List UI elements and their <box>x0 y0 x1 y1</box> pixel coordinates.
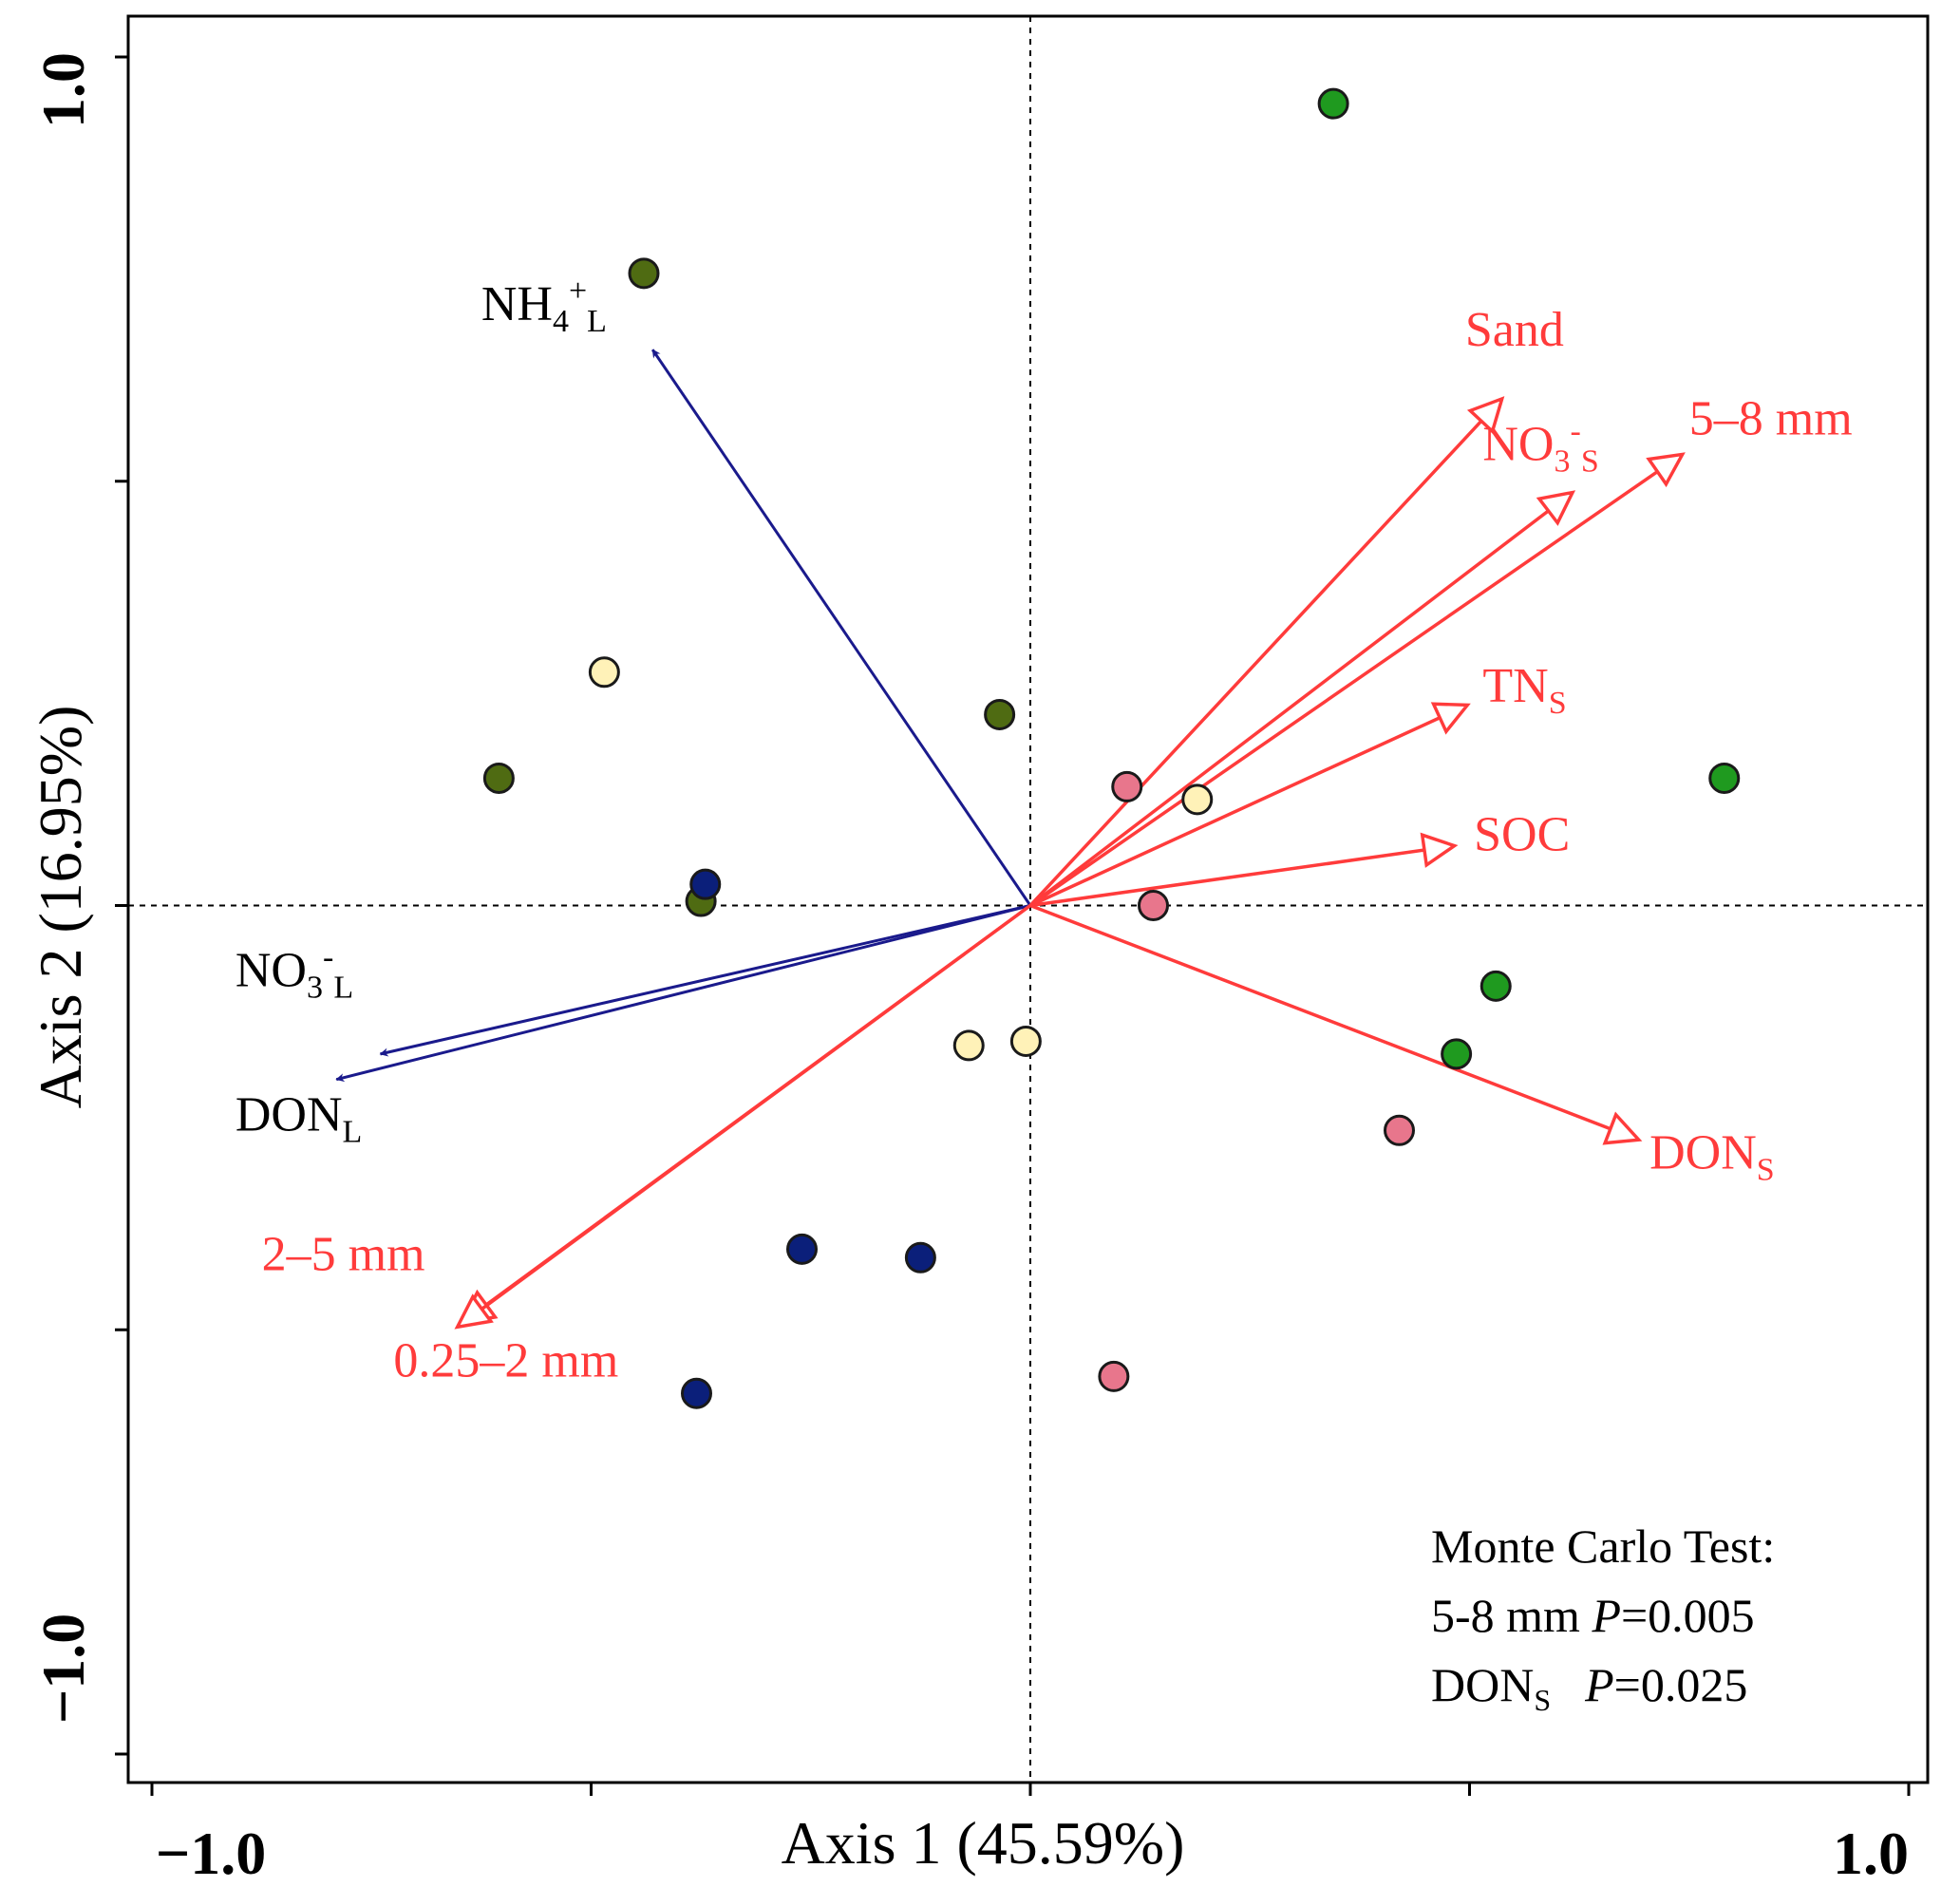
arrow-label-part-1-0: NO <box>236 943 307 997</box>
arrow-label-part-2-0: DON <box>236 1087 343 1142</box>
y-axis-ticks <box>115 55 128 1756</box>
annotation-5-8mm-value: =0.005 <box>1621 1589 1755 1642</box>
point-dark_olive-4 <box>628 257 660 290</box>
arrow-label-part-8-0: DON <box>1649 1125 1757 1179</box>
arrow-label-TNS: TNS <box>1482 659 1566 721</box>
annotation-dons-value: =0.025 <box>1614 1658 1748 1711</box>
arrow-SOC <box>1029 832 1459 908</box>
sample-points <box>482 87 1741 1409</box>
arrow-label-part-1-1: 3 <box>307 970 323 1005</box>
point-dark_olive-5 <box>482 762 515 794</box>
annotation-5-8mm-p: P <box>1591 1589 1621 1642</box>
arrow-DONL <box>335 904 1031 1083</box>
arrow-label-part-0-2: + <box>569 274 587 309</box>
y-tick-label-min: −1.0 <box>29 1613 97 1724</box>
monte-carlo-annotation: Monte Carlo Test: 5-8 mm P=0.005 DONS P=0… <box>1431 1519 1775 1717</box>
arrow-label-NO3-S: NO3-S <box>1482 413 1598 479</box>
arrow-label-part-5-0: 5–8 mm <box>1689 392 1853 446</box>
point-pink-18 <box>1384 1114 1415 1146</box>
arrow-NO3-S <box>1028 490 1576 907</box>
arrow-DONS <box>1029 903 1643 1145</box>
annotation-line-5-8mm: 5-8 mm P=0.005 <box>1431 1589 1755 1642</box>
arrow-label-Sand: Sand <box>1465 303 1564 357</box>
arrow-label-part-8-1: S <box>1757 1152 1775 1187</box>
point-navy-11 <box>681 1377 712 1409</box>
point-dark_olive-6 <box>984 698 1016 730</box>
point-pink-16 <box>1111 770 1143 802</box>
point-bright_green-2 <box>1479 970 1512 1002</box>
point-cream-12 <box>588 656 620 689</box>
point-cream-15 <box>1009 1025 1042 1057</box>
point-navy-8 <box>689 868 722 900</box>
point-bright_green-0 <box>1317 87 1349 120</box>
point-bright_green-1 <box>1708 762 1741 794</box>
arrow-NO3-L <box>379 904 1031 1057</box>
arrow-label-DONL: DONL <box>236 1087 362 1149</box>
arrow-label-part-2-1: L <box>343 1114 363 1149</box>
arrow-label-part-4-3: S <box>1581 443 1599 479</box>
arrow-label-part-0-1: 4 <box>553 304 569 339</box>
arrow-label-SOC: SOC <box>1474 807 1570 861</box>
arrow-label-part-9-0: 2–5 mm <box>262 1228 425 1282</box>
arrow-NH4+L <box>651 349 1032 907</box>
x-tick-label-min: −1.0 <box>156 1820 266 1887</box>
arrow-5-8 mm <box>1029 452 1686 907</box>
point-cream-13 <box>1181 783 1214 816</box>
arrow-label-DONS: DONS <box>1649 1125 1775 1187</box>
arrow-Sand <box>1028 396 1505 907</box>
arrow-label-part-4-0: NO <box>1482 417 1554 471</box>
x-axis-title: Axis 1 (45.59%) <box>782 1809 1185 1877</box>
arrow-0.25-2 mm <box>454 904 1032 1330</box>
y-axis-title: Axis 2 (16.95%) <box>27 706 94 1109</box>
arrow-label-part-1-2: - <box>323 939 333 974</box>
annotation-line-dons: DONS P=0.025 <box>1431 1658 1747 1717</box>
annotation-title: Monte Carlo Test: <box>1431 1519 1775 1573</box>
arrow-label-part-6-0: TN <box>1482 659 1548 713</box>
arrow-label-NH4+L: NH4+L <box>481 274 607 339</box>
point-bright_green-3 <box>1441 1038 1473 1070</box>
point-cream-14 <box>952 1029 985 1062</box>
arrow-label-part-4-2: - <box>1570 413 1580 448</box>
annotation-dons-sub: S <box>1534 1683 1551 1717</box>
plot-frame <box>126 14 1930 1784</box>
arrow-label-5-8 mm: 5–8 mm <box>1689 392 1853 446</box>
point-navy-10 <box>904 1241 936 1274</box>
x-tick-label-max: 1.0 <box>1833 1820 1909 1887</box>
arrow-label-part-0-0: NH <box>481 277 553 331</box>
arrow-label-part-0-3: L <box>587 304 607 339</box>
arrow-label-part-3-0: Sand <box>1465 303 1564 357</box>
arrow-label-part-7-0: SOC <box>1474 807 1570 861</box>
x-axis-ticks <box>150 1783 1911 1796</box>
arrow-label-2-5 mm: 2–5 mm <box>262 1228 425 1282</box>
point-pink-17 <box>1138 890 1169 921</box>
annotation-5-8mm-label: 5-8 mm <box>1431 1589 1592 1642</box>
arrow-label-NO3-L: NO3-L <box>236 939 353 1005</box>
arrow-label-part-10-0: 0.25–2 mm <box>393 1333 618 1387</box>
annotation-dons-label: DON <box>1431 1658 1534 1711</box>
point-navy-9 <box>786 1233 818 1265</box>
arrow-TNS <box>1029 702 1471 908</box>
arrow-label-part-6-1: S <box>1549 686 1567 721</box>
arrow-label-part-4-1: 3 <box>1554 443 1570 479</box>
annotation-dons-p: P <box>1584 1658 1614 1711</box>
point-pink-19 <box>1098 1360 1130 1392</box>
biplot-arrows <box>335 349 1686 1330</box>
y-tick-label-max: 1.0 <box>29 52 97 128</box>
arrow-label-part-1-3: L <box>333 970 353 1005</box>
arrow-label-0.25-2 mm: 0.25–2 mm <box>393 1333 618 1387</box>
